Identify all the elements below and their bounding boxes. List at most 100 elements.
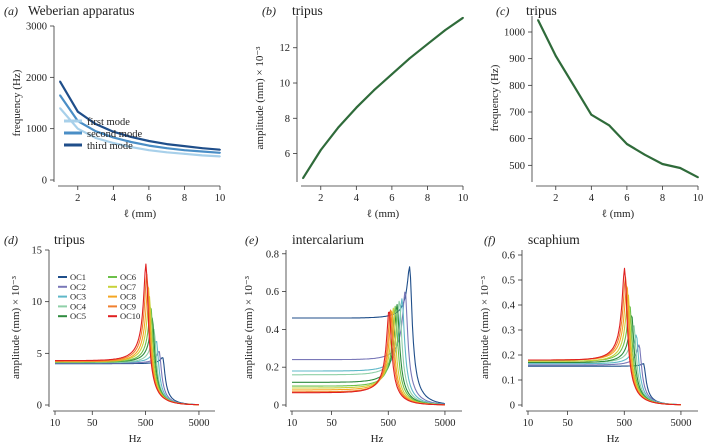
panel-title-f: scaphium	[528, 232, 580, 247]
data-point-a-first-mode	[59, 107, 61, 110]
y-tick-label-c: 900	[509, 54, 525, 65]
x-tick-label-d: 500	[138, 418, 154, 429]
data-point-c-tripus	[643, 153, 646, 156]
y-tick-label-b: 12	[280, 43, 291, 54]
x-tick-label-a: 8	[182, 193, 187, 204]
data-point-c-tripus	[590, 113, 593, 116]
data-point-a-third-mode	[183, 145, 186, 148]
data-point-a-second-mode	[112, 136, 115, 139]
legend-label-d: OC7	[120, 282, 136, 292]
y-tick-label-a: 0	[42, 176, 47, 187]
data-point-a-first-mode	[76, 127, 79, 130]
panel-title-e: intercalarium	[292, 232, 364, 247]
y-axis-label-c: frequency (Hz)	[489, 64, 501, 131]
series-line-f-oc10	[528, 267, 681, 406]
data-point-a-first-mode	[130, 146, 133, 149]
data-point-c-tripus	[554, 55, 557, 57]
axes-f: 0 0.1 0.2 0.3 0.4 0.5 0.6 10 50 500 5000 Hz amplitud…	[479, 250, 698, 445]
x-tick-label-c: 2	[553, 193, 558, 204]
y-tick-label-b: 8	[285, 114, 290, 125]
x-tick-label-c: 8	[660, 193, 665, 204]
panel-title-a: Weberian apparatus	[28, 3, 134, 18]
data-point-c-tripus	[697, 176, 699, 179]
x-axis-label-e: Hz	[371, 433, 384, 445]
data-point-b-tripus	[302, 177, 304, 180]
y-tick-label-d: 10	[32, 297, 43, 308]
panel-title-d: tripus	[54, 232, 85, 247]
y-tick-label-f: 0.3	[502, 326, 515, 337]
x-tick-label-c: 6	[624, 193, 629, 204]
data-point-a-first-mode	[112, 142, 115, 144]
legend-label-d: OC8	[120, 292, 136, 302]
series-line-c-tripus	[537, 19, 699, 179]
legend-label-d: OC6	[120, 272, 136, 282]
data-point-a-third-mode	[76, 110, 79, 113]
series-line-d-oc10	[55, 263, 199, 406]
x-axis-label-b: ℓ (mm)	[367, 208, 400, 220]
data-point-a-third-mode	[201, 147, 204, 150]
legend-label-a: second mode	[87, 129, 142, 140]
x-tick-label-a: 4	[111, 193, 117, 204]
y-tick-label-a: 3000	[26, 22, 47, 33]
y-tick-label-f: 0.2	[502, 351, 515, 362]
y-tick-label-c: 1000	[504, 28, 525, 39]
series-line-f-oc2	[528, 344, 681, 406]
x-tick-label-c: 10	[693, 193, 704, 204]
legend-label-d: OC10	[120, 311, 140, 321]
series-line-a-third-mode	[59, 80, 221, 151]
series-line-e-oc10	[292, 311, 445, 406]
series-line-d-oc3	[55, 341, 199, 406]
legend-label-a: third mode	[87, 141, 133, 152]
y-axis-label-f: amplitude (mm) × 10⁻³	[479, 275, 491, 379]
panel-title-b: tripus	[292, 3, 323, 18]
y-tick-label-c: 700	[509, 108, 525, 119]
data-point-a-first-mode	[165, 151, 168, 154]
series-line-f-oc1	[528, 363, 681, 406]
y-tick-label-f: 0.5	[502, 276, 515, 287]
data-point-a-second-mode	[201, 150, 204, 153]
y-tick-label-f: 0.1	[502, 376, 515, 387]
y-tick-label-c: 800	[509, 81, 525, 92]
y-tick-label-d: 5	[37, 349, 42, 360]
data-point-b-tripus	[390, 73, 393, 76]
data-point-c-tripus	[608, 124, 611, 127]
panel-label-b: (b)	[262, 4, 276, 18]
y-axis-label-b: amplitude (mm) × 10⁻³	[254, 46, 266, 150]
legend-label-d: OC3	[70, 292, 86, 302]
y-tick-label-e: 0.6	[266, 287, 279, 298]
data-point-c-tripus	[625, 143, 628, 145]
x-tick-label-d: 5000	[188, 418, 209, 429]
plot-area-d	[55, 263, 199, 406]
data-point-a-third-mode	[147, 140, 150, 142]
data-point-a-third-mode	[94, 123, 97, 125]
legend-label-d: OC2	[70, 282, 86, 292]
data-point-b-tripus	[337, 126, 340, 128]
panel-label-c: (c)	[496, 4, 509, 18]
data-point-b-tripus	[319, 149, 322, 151]
panel-title-c: tripus	[526, 3, 557, 18]
legend-label-d: OC4	[70, 301, 87, 311]
x-tick-label-e: 10	[287, 418, 298, 429]
y-tick-label-f: 0.6	[502, 251, 515, 262]
x-tick-label-f: 500	[616, 418, 632, 429]
panel-label-f: (f)	[484, 233, 495, 247]
y-tick-label-e: 0.4	[266, 325, 280, 336]
plot-area-f	[528, 267, 681, 406]
data-point-b-tripus	[408, 57, 411, 60]
series-line-f-oc9	[528, 276, 681, 406]
y-axis-label-a: frequency (Hz)	[11, 69, 23, 136]
data-point-a-second-mode	[165, 147, 168, 150]
x-tick-label-e: 5000	[434, 418, 455, 429]
data-point-a-third-mode	[59, 80, 61, 83]
y-tick-label-b: 6	[285, 149, 290, 160]
y-tick-label-e: 0.2	[266, 363, 279, 374]
x-tick-label-a: 2	[75, 193, 80, 204]
series-line-d-oc4	[55, 328, 199, 406]
data-point-b-tripus	[355, 106, 358, 109]
y-tick-label-d: 15	[32, 246, 43, 257]
x-tick-label-d: 50	[87, 418, 98, 429]
y-tick-label-e: 0.8	[266, 249, 279, 260]
series-line-f-oc3	[528, 334, 681, 406]
